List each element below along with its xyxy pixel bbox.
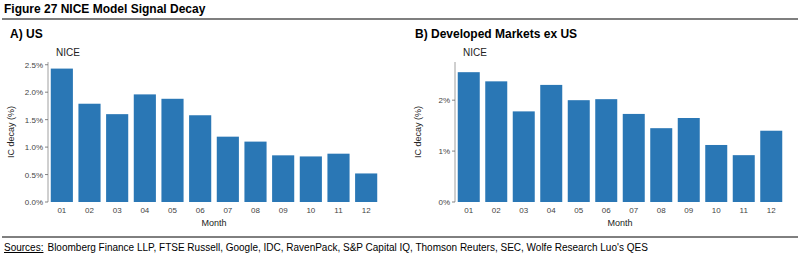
panel-subtitle: NICE [463,47,487,58]
x-tick-label: 05 [574,206,583,215]
y-tick [452,100,455,101]
panel-title: A) US [10,27,43,41]
bar [300,156,322,202]
sources: Sources: Bloomberg Finance LLP, FTSE Russ… [4,242,648,253]
footer-rule [2,237,798,238]
y-tick-label: 1.0% [25,143,43,152]
y-axis-line [455,62,456,202]
y-tick-label: 0% [438,198,450,207]
bars [51,69,377,202]
figure-title: Figure 27 NICE Model Signal Decay [4,2,206,16]
bar [134,94,156,202]
x-tick-label: 08 [657,206,666,215]
x-tick-label: 01 [464,206,473,215]
y-tick-label: 1% [438,147,450,156]
x-tick-label: 01 [57,206,66,215]
bar [733,155,755,202]
panel-title: B) Developed Markets ex US [415,27,577,41]
x-tick-label: 06 [602,206,611,215]
bar [623,114,645,202]
y-tick [45,174,48,175]
title-rule [2,18,798,19]
bar [458,72,480,202]
panel-subtitle: NICE [56,47,80,58]
y-axis-label: IC decay (%) [413,106,423,158]
bar [705,145,727,202]
bar [513,111,535,202]
sources-label: Sources: [4,242,43,253]
y-tick [45,64,48,65]
bar [678,118,700,202]
y-axis-line [48,62,49,202]
bar [760,131,782,202]
x-tick-label: 06 [196,206,205,215]
bar [272,155,294,202]
bar [540,85,562,202]
x-tick-label: 02 [492,206,501,215]
x-tick-label: 11 [334,206,343,215]
bar [217,137,239,202]
y-tick-label: 0.0% [25,198,43,207]
x-tick-label: 03 [519,206,528,215]
x-tick-label: 05 [168,206,177,215]
y-tick-label: 1.5% [25,116,43,125]
y-tick [45,92,48,93]
x-tick-label: 10 [306,206,315,215]
bar [161,99,183,202]
x-tick-label: 09 [279,206,288,215]
x-tick-label: 07 [629,206,638,215]
x-tick-label: 11 [740,206,749,215]
x-axis-label: Month [201,218,226,228]
figure: Figure 27 NICE Model Signal Decay Sources… [0,0,800,266]
x-tick-label: 09 [684,206,693,215]
y-tick [45,119,48,120]
x-tick-label: 03 [113,206,122,215]
bar [485,81,507,202]
bar [568,100,590,202]
bar [595,99,617,202]
y-tick-label: 0.5% [25,171,43,180]
x-tick-label: 08 [251,206,260,215]
x-tick-label: 07 [223,206,232,215]
y-tick-label: 2.5% [25,61,43,70]
bar [106,114,128,202]
x-tick-label: 10 [712,206,721,215]
bar [78,104,100,202]
x-tick-label: 12 [362,206,371,215]
y-tick [45,147,48,148]
x-tick-label: 02 [85,206,94,215]
x-tick-label: 04 [547,206,556,215]
bars [458,72,783,202]
panel: A) US NICE 0.0% 0.5% 1.0% 1.5% 2.0% 2.5% IC deca… [6,27,377,228]
bar [244,142,266,202]
bar [51,69,73,202]
y-tick-label: 2% [438,96,450,105]
panel: B) Developed Markets ex US NICE 0% 1% 2% IC d… [413,27,782,228]
y-tick [452,151,455,152]
x-tick-label: 04 [140,206,149,215]
y-tick-label: 2.0% [25,88,43,97]
bar [650,128,672,202]
bar [355,173,377,202]
x-axis-label: Month [607,218,632,228]
y-axis-label: IC decay (%) [6,106,16,158]
bar [327,154,349,202]
y-tick [45,202,48,203]
y-tick [452,202,455,203]
x-tick-label: 12 [767,206,776,215]
bar [189,115,211,202]
sources-text: Bloomberg Finance LLP, FTSE Russell, Goo… [47,242,648,253]
